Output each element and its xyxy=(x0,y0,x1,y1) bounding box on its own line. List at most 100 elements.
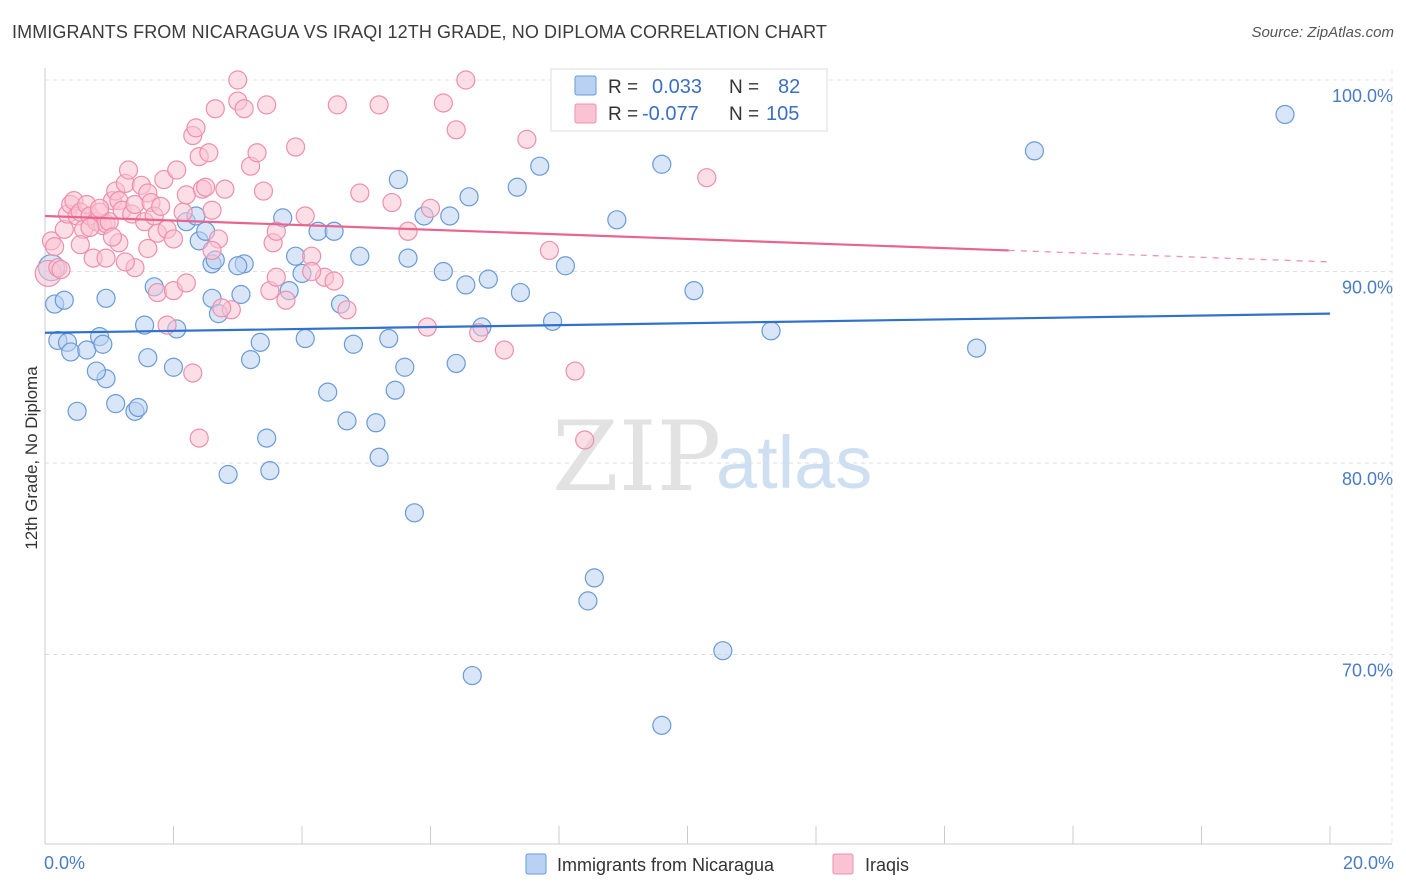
trend-line-nicaragua xyxy=(44,312,1331,334)
iraqis-point-46 xyxy=(199,143,219,163)
iraqis-point-37 xyxy=(163,229,184,249)
iraqis-point-47 xyxy=(202,200,222,220)
zipatlas-watermark: ZIP atlas xyxy=(552,401,872,513)
iraqis-point-62 xyxy=(285,137,306,157)
legend-swatch-blue xyxy=(574,75,597,96)
nicaragua-point-63 xyxy=(510,282,531,303)
nicaragua-point-59 xyxy=(462,665,482,686)
nicaragua-point-44 xyxy=(350,246,370,266)
iraqis-point-25 xyxy=(118,160,139,180)
nicaragua-point-72 xyxy=(684,281,704,301)
iraqis-point-42 xyxy=(186,118,206,138)
iraqis-point-71 xyxy=(382,192,402,213)
y-tick-label-100: 100.0% xyxy=(1332,86,1393,106)
legend-label-iraqis: Iraqis xyxy=(865,855,909,875)
nicaragua-point-50 xyxy=(395,357,415,377)
nicaragua-point-65 xyxy=(542,311,563,331)
nicaragua-point-15 xyxy=(134,315,155,335)
iraqis-point-95 xyxy=(183,363,203,383)
y-axis-label: 12th Grade, No Diploma xyxy=(22,366,41,550)
trend-line-iraqis-extension xyxy=(1008,249,1331,263)
legend-n-pink: 105 xyxy=(766,103,799,125)
nicaragua-point-30 xyxy=(241,349,261,370)
nicaragua-point-11 xyxy=(96,288,116,308)
nicaragua-point-58 xyxy=(459,187,479,207)
iraqis-point-94 xyxy=(176,273,196,293)
y-tick-label-70: 70.0% xyxy=(1342,661,1393,681)
nicaragua-point-18 xyxy=(163,357,184,377)
nicaragua-point-70 xyxy=(652,154,672,174)
iraqis-point-76 xyxy=(446,120,466,140)
trend-line-iraqis xyxy=(44,214,1009,252)
watermark-atlas: atlas xyxy=(716,421,872,504)
iraqis-point-91 xyxy=(147,282,168,303)
iraqis-point-53 xyxy=(234,99,254,119)
iraqis-point-79 xyxy=(494,340,514,360)
nicaragua-point-62 xyxy=(507,177,527,197)
watermark-zip: ZIP xyxy=(552,401,721,513)
iraqis-point-40 xyxy=(176,185,196,205)
iraqis-point-84 xyxy=(697,168,717,188)
nicaragua-point-67 xyxy=(578,591,598,611)
nicaragua-point-80 xyxy=(295,328,315,349)
nicaragua-point-4 xyxy=(61,342,81,362)
iraqis-point-103 xyxy=(102,227,123,247)
nicaragua-point-47 xyxy=(379,328,399,349)
nicaragua-point-73 xyxy=(713,641,733,661)
axes xyxy=(44,68,1392,845)
iraqis-point-45 xyxy=(196,177,216,197)
nicaragua-point-75 xyxy=(967,338,987,358)
stats-legend: R = 0.033 N = 82 R = -0.077 N = 105 xyxy=(550,68,828,132)
nicaragua-point-28 xyxy=(231,284,251,305)
legend-label-nicaragua: Immigrants from Nicaragua xyxy=(557,855,775,875)
iraqis-point-83 xyxy=(575,430,595,450)
chart-title: IMMIGRANTS FROM NICARAGUA VS IRAQI 12TH … xyxy=(12,22,827,42)
iraqis-point-104 xyxy=(115,252,135,272)
iraqis-point-69 xyxy=(350,183,370,203)
nicaragua-point-8 xyxy=(93,334,113,354)
iraqis-point-60 xyxy=(266,267,286,287)
nicaragua-point-69 xyxy=(607,210,627,230)
iraqis-point-35 xyxy=(154,169,174,190)
iraqis-point-2 xyxy=(45,237,65,257)
nicaragua-point-79 xyxy=(128,397,148,418)
legend-n-label-blue: N = xyxy=(729,77,759,98)
iraqis-point-98 xyxy=(212,298,232,318)
nicaragua-point-27 xyxy=(218,464,238,485)
nicaragua-point-42 xyxy=(337,411,357,431)
iraqis-point-68 xyxy=(337,300,357,320)
nicaragua-point-45 xyxy=(366,413,386,433)
nicaragua-point-57 xyxy=(456,275,476,295)
nicaragua-point-77 xyxy=(1275,104,1295,125)
iraqis-point-72 xyxy=(398,221,418,241)
legend-swatch-iraqis xyxy=(832,853,854,875)
iraqis-point-57 xyxy=(257,95,277,115)
nicaragua-point-76 xyxy=(1024,141,1045,161)
iraqis-point-78 xyxy=(469,323,489,343)
nicaragua-point-6 xyxy=(67,401,87,421)
x-tick-max: 20.0% xyxy=(1343,853,1394,873)
iraqis-point-81 xyxy=(539,240,559,261)
legend-r-blue: 0.033 xyxy=(652,76,702,98)
nicaragua-point-46 xyxy=(369,447,389,467)
iraqis-point-75 xyxy=(433,93,453,113)
iraqis-point-97 xyxy=(202,240,222,261)
nicaragua-point-36 xyxy=(285,246,306,266)
nicaragua-point-49 xyxy=(388,169,408,190)
iraqis-point-85 xyxy=(70,235,90,255)
iraqis-point-61 xyxy=(276,290,296,310)
iraqis-point-99 xyxy=(228,70,248,90)
x-tick-min: 0.0% xyxy=(44,853,85,873)
iraqis-point-90 xyxy=(138,238,158,259)
y-tick-label-80: 80.0% xyxy=(1342,469,1393,489)
iraqis-point-70 xyxy=(369,95,389,115)
nicaragua-point-39 xyxy=(318,382,338,402)
iraqis-point-100 xyxy=(266,221,286,241)
nicaragua-point-33 xyxy=(260,461,280,481)
series-legend: Immigrants from Nicaragua Iraqis xyxy=(525,853,909,875)
nicaragua-point-81 xyxy=(228,256,248,276)
iraqis-point-82 xyxy=(565,361,585,381)
nicaragua-point-71 xyxy=(652,715,672,735)
nicaragua-point-32 xyxy=(257,428,277,448)
